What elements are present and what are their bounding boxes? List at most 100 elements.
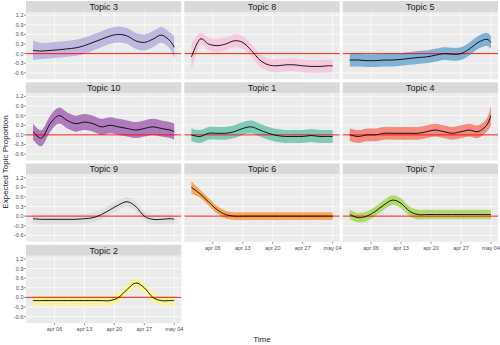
tick-label: -0.6 [14, 151, 23, 157]
grid-line [490, 175, 491, 242]
tick-mark [174, 323, 175, 325]
grid-line [343, 154, 498, 155]
tick-label: 1.2 [16, 175, 24, 181]
grid-line [184, 115, 339, 116]
facet-strip [343, 1, 498, 12]
mean-line [33, 34, 174, 51]
grid-line [84, 175, 85, 242]
tick-label: apr 20 [107, 326, 123, 332]
grid-line [184, 134, 339, 135]
tick-mark [24, 206, 26, 207]
grid-line [184, 225, 339, 226]
tick-mark [24, 44, 26, 45]
panel-background [26, 93, 181, 160]
grid-line [460, 175, 461, 242]
grid-line [26, 134, 181, 135]
tick-mark [24, 268, 26, 269]
tick-label: 0.0 [16, 294, 24, 300]
grid-line [302, 93, 303, 160]
tick-mark [24, 216, 26, 217]
panel-background [26, 12, 181, 79]
plot-area [26, 278, 181, 305]
grid-line [332, 93, 333, 160]
grid-line [184, 34, 339, 35]
grid-line [343, 72, 498, 73]
chart: Topic 3-0.6-0.30.00.30.60.91.2Topic 8Top… [0, 0, 500, 345]
mean-line [33, 283, 174, 301]
tick-mark [24, 225, 26, 226]
tick-label: apr 06 [47, 326, 63, 332]
tick-label: 0.6 [16, 194, 24, 200]
panel-background [343, 93, 498, 160]
mean-line [33, 116, 174, 139]
tick-label: apr 27 [137, 326, 153, 332]
tick-mark [24, 196, 26, 197]
tick-mark [401, 242, 402, 244]
facet-strip [26, 245, 181, 256]
panel-background [184, 93, 339, 160]
grid-line [144, 175, 145, 242]
grid-line [26, 144, 181, 145]
tick-label: apr 20 [423, 245, 439, 251]
tick-label: may 04 [165, 326, 183, 332]
grid-line [371, 12, 372, 79]
facet-title: Topic 5 [406, 2, 435, 12]
tick-mark [24, 177, 26, 178]
grid-line [431, 12, 432, 79]
grid-line [26, 235, 181, 236]
tick-label: 0.3 [16, 204, 24, 210]
grid-line [184, 96, 339, 97]
grid-line [114, 256, 115, 323]
mean-line [191, 127, 332, 137]
facet-strip [184, 164, 339, 175]
plot-area [184, 33, 339, 73]
plot-area [343, 195, 498, 222]
plot-area [26, 197, 181, 225]
tick-mark [332, 242, 333, 244]
mean-line [191, 187, 332, 216]
tick-mark [24, 187, 26, 188]
grid-line [84, 256, 85, 323]
tick-label: apr 06 [205, 245, 221, 251]
grid-line [184, 53, 339, 54]
tick-mark [24, 134, 26, 135]
facet-title: Topic 4 [406, 83, 435, 93]
tick-label: 0.3 [16, 285, 24, 291]
confidence-band [33, 26, 174, 60]
tick-mark [24, 278, 26, 279]
grid-line [26, 154, 181, 155]
tick-mark [24, 115, 26, 116]
grid-line [26, 258, 181, 259]
grid-line [26, 316, 181, 317]
confidence-band [33, 278, 174, 305]
grid-line [343, 235, 498, 236]
tick-mark [24, 96, 26, 97]
facet-title: Topic 10 [87, 83, 121, 93]
grid-line [343, 206, 498, 207]
grid-line [26, 268, 181, 269]
tick-label: -0.3 [14, 304, 23, 310]
facet-strip [184, 1, 339, 12]
grid-line [343, 106, 498, 107]
grid-line [184, 187, 339, 188]
tick-label: apr 06 [363, 245, 379, 251]
tick-mark [24, 297, 26, 298]
tick-label: apr 13 [235, 245, 251, 251]
plot-area [343, 33, 498, 67]
grid-line [371, 93, 372, 160]
facet-strip [184, 82, 339, 93]
tick-label: 0.0 [16, 51, 24, 57]
confidence-band [191, 181, 332, 220]
grid-line [26, 115, 181, 116]
grid-line [26, 287, 181, 288]
tick-label: apr 27 [453, 245, 469, 251]
reference-line [343, 53, 498, 54]
grid-line [26, 106, 181, 107]
facet-title: Topic 6 [248, 164, 277, 174]
grid-line [174, 175, 175, 242]
tick-mark [24, 106, 26, 107]
reference-line [184, 134, 339, 135]
tick-mark [24, 72, 26, 73]
grid-line [302, 175, 303, 242]
tick-label: 1.2 [16, 256, 24, 262]
